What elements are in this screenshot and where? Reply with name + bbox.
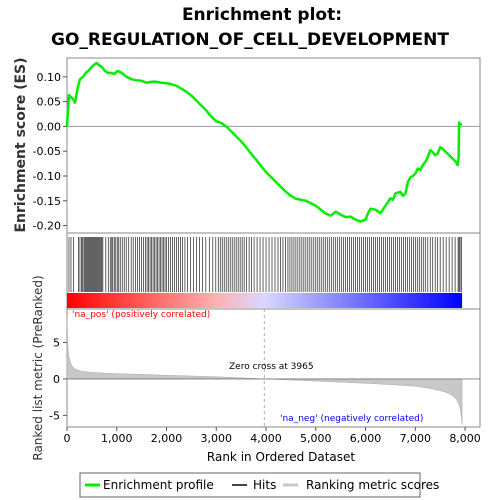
legend: Enrichment profile Hits Ranking metric s… xyxy=(79,472,439,498)
es-ytick-label: 0.10 xyxy=(37,71,62,84)
es-ytick-label: -0.05 xyxy=(33,145,61,158)
x-tick-label: 8,000 xyxy=(449,432,481,445)
es-ytick-label: 0.05 xyxy=(37,96,62,109)
es-ylabel: Enrichment score (ES) xyxy=(13,57,29,232)
legend-metric-label: Ranking metric scores xyxy=(306,478,439,492)
legend-frame xyxy=(79,472,421,498)
x-tick-label: 5,000 xyxy=(300,432,332,445)
metric-ytick-label: 0 xyxy=(53,373,60,386)
zero-cross-label: Zero cross at 3965 xyxy=(229,362,314,372)
metric-panel-frame xyxy=(66,308,481,428)
ranking-metric-area xyxy=(66,317,463,425)
x-tick-label: 4,000 xyxy=(250,432,282,445)
x-tick-label: 2,000 xyxy=(151,432,183,445)
x-axis: 0 1,000 2,000 3,000 4,000 5,000 6,000 7,000 8,00… xyxy=(64,427,481,445)
chart-title-line1: Enrichment plot: xyxy=(182,5,342,25)
legend-hits-label: Hits xyxy=(253,478,276,492)
es-ytick-label: 0.00 xyxy=(37,120,62,133)
label-negative: 'na_neg' (negatively correlated) xyxy=(280,414,423,424)
legend-enrichment-label: Enrichment profile xyxy=(103,478,214,492)
chart-title-line2: GO_REGULATION_OF_CELL_DEVELOPMENT xyxy=(51,30,449,50)
es-ytick-label: -0.20 xyxy=(33,220,61,233)
es-panel: 0.10 0.05 0.00 -0.05 -0.10 -0.15 -0.20 Enrichm… xyxy=(13,57,481,234)
es-ytick-label: -0.10 xyxy=(33,170,61,183)
x-tick-label: 1,000 xyxy=(101,432,133,445)
x-tick-label: 0 xyxy=(64,432,71,445)
es-ytick-label: -0.15 xyxy=(33,195,61,208)
label-positive: 'na_pos' (positively correlated) xyxy=(72,310,210,320)
metric-ylabel: Ranked list metric (PreRanked) xyxy=(31,275,45,460)
x-tick-label: 7,000 xyxy=(400,432,432,445)
es-panel-frame xyxy=(66,57,481,234)
x-tick-label: 6,000 xyxy=(350,432,382,445)
enrichment-profile-line xyxy=(65,61,463,223)
metric-panel: 5 0 -5 'na_pos' (positively correlated) 'n… xyxy=(31,275,481,461)
metric-ytick-label: 5 xyxy=(53,337,60,350)
x-tick-label: 3,000 xyxy=(201,432,233,445)
hits-panel xyxy=(66,232,481,310)
metric-ytick-label: -5 xyxy=(49,409,60,422)
ranked-color-bar xyxy=(67,293,463,308)
x-axis-label: Rank in Ordered Dataset xyxy=(207,450,355,464)
